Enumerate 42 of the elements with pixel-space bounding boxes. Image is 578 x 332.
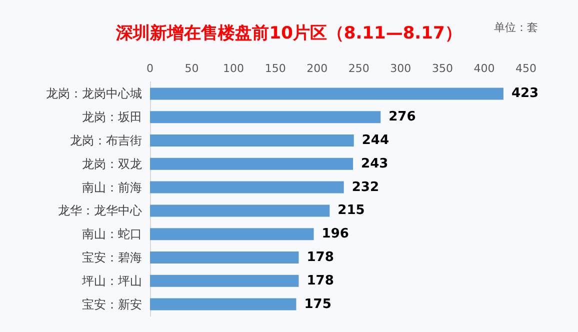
y-tick-label: 宝安：碧海 xyxy=(82,250,142,264)
x-tick-label: 300 xyxy=(390,62,412,75)
x-tick-label: 50 xyxy=(184,62,199,75)
x-tick-label: 450 xyxy=(516,62,536,75)
data-label: 215 xyxy=(338,203,365,218)
data-label: 232 xyxy=(352,180,379,195)
y-tick-label: 坪山：坪山 xyxy=(81,274,142,288)
data-label: 243 xyxy=(361,156,388,172)
x-tick-label: 350 xyxy=(432,62,453,75)
y-tick-label: 龙华：龙华中心 xyxy=(58,204,142,218)
x-tick-label: 400 xyxy=(474,62,495,75)
chart-title: 深圳新增在售楼盘前10片区（8.11—8.17） xyxy=(115,24,462,44)
text: 单位：套 xyxy=(494,21,538,34)
bar xyxy=(150,181,344,194)
x-tick-label: 200 xyxy=(306,62,328,75)
data-label: 423 xyxy=(511,86,539,102)
x-tick-label: 100 xyxy=(223,62,244,75)
y-tick-label: 龙岗：坂田 xyxy=(82,110,142,124)
data-label: 244 xyxy=(362,133,390,148)
y-tick-label: 南山：前海 xyxy=(82,180,142,194)
data-label: 175 xyxy=(304,296,332,312)
x-tick-label: 150 xyxy=(264,62,286,75)
data-label: 196 xyxy=(322,226,349,242)
bar xyxy=(150,274,299,287)
y-tick-label: 南山：蛇口 xyxy=(82,227,142,242)
bar xyxy=(150,252,299,264)
y-tick-label: 龙岗：龙岗中心城 xyxy=(46,86,142,101)
x-tick-label: 0 xyxy=(146,62,154,75)
y-tick-label: 宝安：新安 xyxy=(82,297,142,312)
y-tick-label: 龙岗：双龙 xyxy=(82,156,142,171)
bar xyxy=(150,298,296,310)
data-label: 178 xyxy=(306,250,334,265)
bar xyxy=(150,204,330,217)
data-label: 276 xyxy=(388,110,416,125)
x-tick-label: 250 xyxy=(348,62,370,75)
bar xyxy=(150,134,354,146)
y-tick-label: 龙岗：布吉街 xyxy=(70,134,142,148)
bar xyxy=(150,158,354,170)
bar xyxy=(150,111,381,124)
bar xyxy=(150,88,504,100)
data-label: 178 xyxy=(306,273,334,288)
bar xyxy=(150,228,314,240)
